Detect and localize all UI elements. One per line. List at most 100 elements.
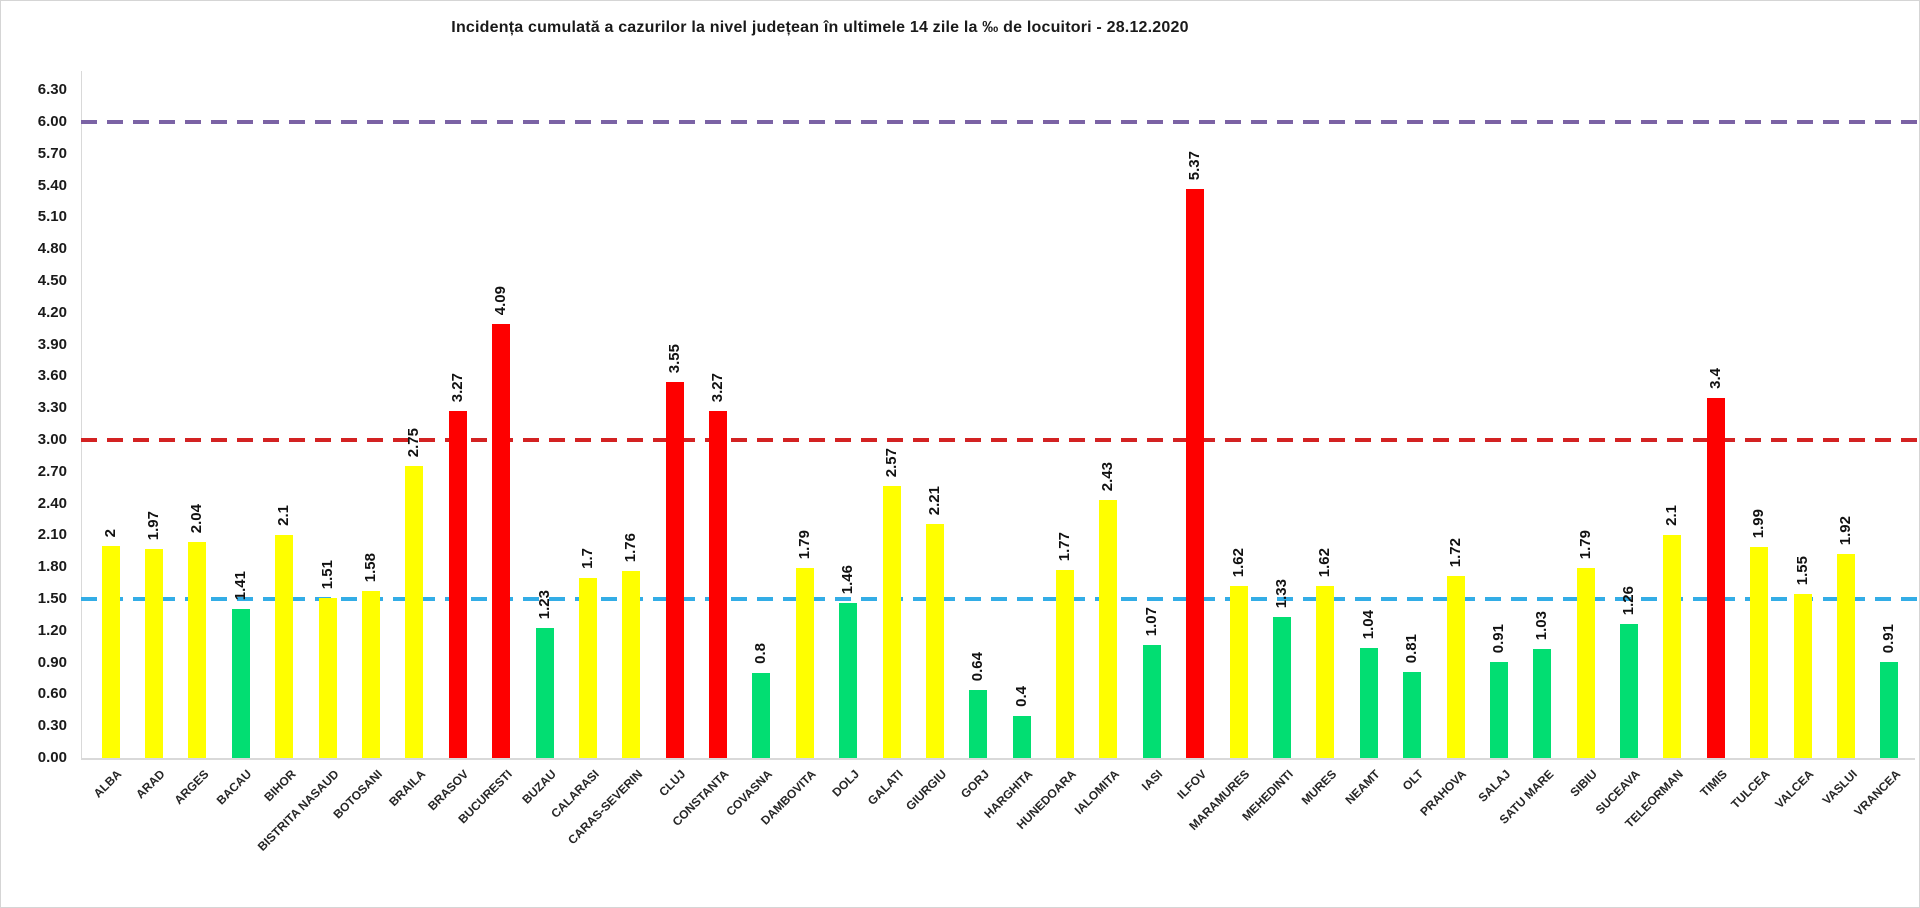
bar-value-label: 1.58	[361, 552, 379, 582]
bar-galati	[882, 486, 901, 758]
bar-value-label: 0.91	[1489, 623, 1507, 653]
bar-arges	[188, 542, 207, 758]
y-axis-tick-label: 3.60	[37, 367, 67, 385]
bar-sibiu	[1576, 568, 1595, 758]
bar-value-label: 0.8	[752, 643, 770, 664]
bar-harghita	[1012, 716, 1031, 758]
bar-value-label: 3.55	[665, 343, 683, 373]
bar-value-label: 1.41	[231, 570, 249, 600]
y-axis-tick-label: 3.90	[37, 335, 67, 353]
bar-calarasi	[578, 578, 597, 758]
bar-value-label: 1.23	[535, 589, 553, 619]
bar-value-label: 4.09	[492, 285, 510, 315]
y-axis-tick-label: 3.00	[37, 431, 67, 448]
bar-ilfov	[1186, 189, 1205, 758]
y-axis-tick-label: 5.10	[37, 208, 67, 226]
bar-value-label: 3.27	[709, 372, 727, 402]
bar-bucuresti	[492, 324, 511, 758]
bar-value-label: 2.43	[1099, 461, 1117, 491]
y-axis-tick-label: 0.30	[37, 717, 67, 735]
bar-hunedoara	[1056, 570, 1075, 758]
bar-suceava	[1620, 624, 1639, 758]
bar-value-label: 0.4	[1012, 686, 1030, 707]
y-axis-tick-label: 5.40	[37, 176, 67, 194]
bar-neamt	[1359, 648, 1378, 758]
bar-botosani	[361, 591, 380, 758]
y-axis-tick-label: 6.30	[37, 81, 67, 99]
bar-value-label: 0.81	[1403, 633, 1421, 663]
bar-arad	[145, 549, 164, 758]
bar-maramures	[1229, 586, 1248, 758]
bar-value-label: 1.92	[1836, 515, 1854, 545]
bar-value-label: 1.97	[145, 510, 163, 540]
y-axis-tick-label: 2.70	[37, 462, 67, 480]
bar-constanta	[709, 411, 728, 758]
bar-value-label: 1.79	[1576, 529, 1594, 559]
y-axis-tick-label: 2.10	[37, 526, 67, 544]
bar-vrancea	[1880, 662, 1899, 758]
bar-braila	[405, 466, 424, 758]
bar-value-label: 1.72	[1446, 537, 1464, 567]
bar-value-label: 1.7	[578, 548, 596, 569]
red-zone-threshold-line	[81, 438, 1919, 442]
bar-value-label: 1.26	[1620, 585, 1638, 615]
y-axis-tick-label: 6.00	[37, 113, 67, 130]
y-axis-line	[81, 71, 82, 758]
y-axis-tick-label: 1.20	[37, 621, 67, 639]
bar-satu-mare	[1533, 649, 1552, 758]
bar-value-label: 1.62	[1229, 547, 1247, 577]
bar-value-label: 5.37	[1186, 150, 1204, 180]
bar-value-label: 0.91	[1880, 623, 1898, 653]
y-axis-tick-label: 0.00	[37, 749, 67, 766]
bar-prahova	[1446, 576, 1465, 758]
y-axis-tick-label: 1.50	[37, 590, 67, 607]
bar-valcea	[1793, 594, 1812, 758]
bar-giurgiu	[925, 524, 944, 758]
bar-value-label: 1.77	[1056, 531, 1074, 561]
chart-title: Incidența cumulată a cazurilor la nivel …	[451, 19, 1189, 36]
bar-covasna	[752, 673, 771, 758]
bar-alba	[101, 546, 120, 758]
bar-value-label: 1.03	[1533, 610, 1551, 640]
bar-value-label: 3.4	[1706, 368, 1724, 389]
bar-dambovita	[795, 568, 814, 758]
bar-value-label: 1.76	[622, 532, 640, 562]
bar-teleorman	[1663, 535, 1682, 758]
bar-value-label: 3.27	[448, 372, 466, 402]
bar-value-label: 1.33	[1272, 578, 1290, 608]
bar-bistrita-nasaud	[318, 598, 337, 758]
y-axis-tick-label: 5.70	[37, 144, 67, 162]
bar-value-label: 1.46	[839, 564, 857, 594]
bar-value-label: 0.64	[969, 651, 987, 681]
bar-cluj	[665, 382, 684, 758]
bar-value-label: 1.07	[1142, 606, 1160, 636]
bar-salaj	[1489, 662, 1508, 758]
y-axis-tick-label: 0.60	[37, 685, 67, 703]
bar-bihor	[275, 535, 294, 758]
bar-value-label: 1.51	[318, 559, 336, 589]
bar-mures	[1316, 586, 1335, 758]
bar-value-label: 2	[101, 528, 119, 537]
bar-olt	[1403, 672, 1422, 758]
bar-tulcea	[1750, 547, 1769, 758]
y-axis-tick-label: 4.50	[37, 272, 67, 289]
bar-value-label: 2.1	[1663, 505, 1681, 526]
bar-mehedinti	[1272, 617, 1291, 758]
bar-value-label: 2.1	[275, 505, 293, 526]
bar-value-label: 1.55	[1793, 555, 1811, 585]
upper-threshold-line	[81, 120, 1919, 124]
bar-caras-severin	[622, 571, 641, 758]
bar-value-label: 1.62	[1316, 547, 1334, 577]
y-axis-tick-label: 4.20	[37, 303, 67, 321]
bar-value-label: 2.57	[882, 447, 900, 477]
y-axis-tick-label: 3.30	[37, 399, 67, 417]
y-axis-tick-label: 4.80	[37, 240, 67, 258]
bar-value-label: 2.04	[188, 503, 206, 533]
bar-iasi	[1142, 645, 1161, 758]
bar-value-label: 1.79	[795, 529, 813, 559]
bar-value-label: 2.75	[405, 427, 423, 457]
bar-vaslui	[1836, 554, 1855, 758]
x-axis-baseline	[81, 758, 1915, 760]
bar-bacau	[231, 609, 250, 758]
